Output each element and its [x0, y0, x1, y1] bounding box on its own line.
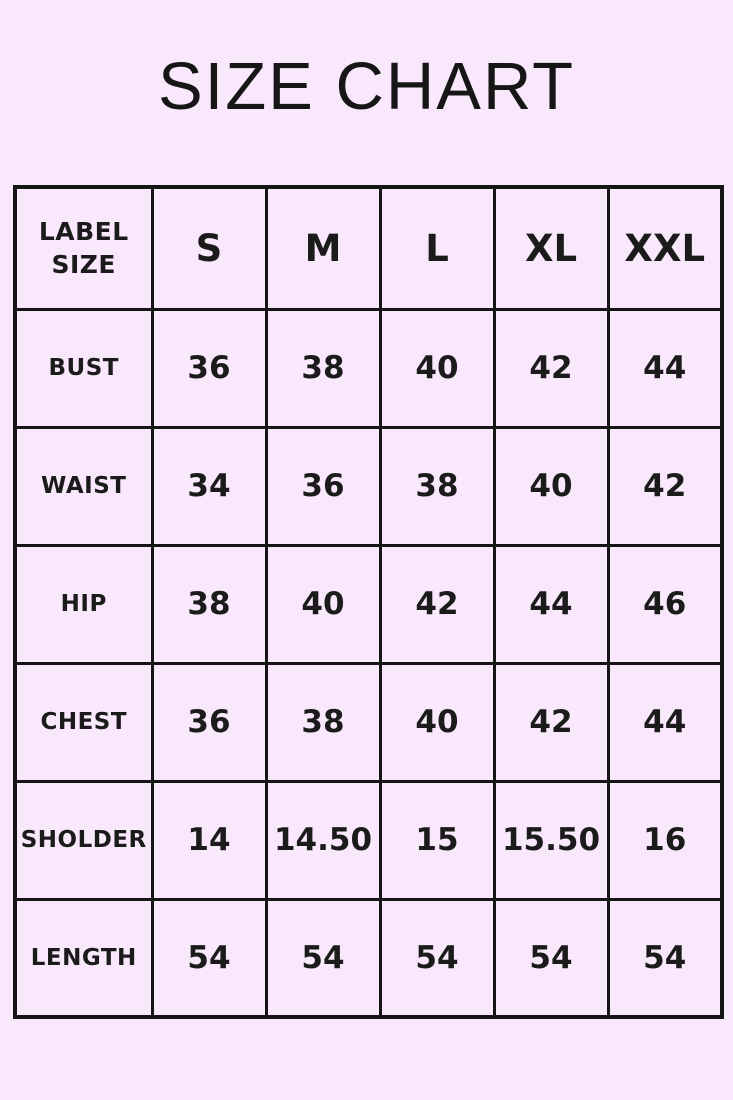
- cell-length-m: 54: [264, 897, 382, 1019]
- table-row-chest: CHEST 36 38 40 42 44: [13, 661, 724, 783]
- cell-chest-m: 38: [264, 661, 382, 783]
- cell-chest-l: 40: [378, 661, 496, 783]
- cell-sholder-m: 14.50: [264, 779, 382, 901]
- row-label-hip: HIP: [13, 543, 154, 665]
- cell-hip-m: 40: [264, 543, 382, 665]
- cell-waist-s: 34: [150, 425, 268, 547]
- size-chart-table: LABEL SIZE S M L XL XXL BUST 36 38 40 42…: [13, 185, 724, 1020]
- cell-bust-xl: 42: [492, 307, 610, 429]
- header-size-m: M: [264, 185, 382, 311]
- cell-hip-s: 38: [150, 543, 268, 665]
- cell-waist-l: 38: [378, 425, 496, 547]
- header-label-size: LABEL SIZE: [13, 185, 154, 311]
- cell-chest-xl: 42: [492, 661, 610, 783]
- cell-chest-xxl: 44: [606, 661, 724, 783]
- header-size-xl: XL: [492, 185, 610, 311]
- cell-bust-l: 40: [378, 307, 496, 429]
- cell-bust-xxl: 44: [606, 307, 724, 429]
- table-row-waist: WAIST 34 36 38 40 42: [13, 425, 724, 547]
- row-label-length: LENGTH: [13, 897, 154, 1019]
- header-size-xxl: XXL: [606, 185, 724, 311]
- cell-length-s: 54: [150, 897, 268, 1019]
- row-label-bust: BUST: [13, 307, 154, 429]
- table-row-hip: HIP 38 40 42 44 46: [13, 543, 724, 665]
- cell-length-xl: 54: [492, 897, 610, 1019]
- cell-length-l: 54: [378, 897, 496, 1019]
- header-size-l: L: [378, 185, 496, 311]
- row-label-sholder: SHOLDER: [13, 779, 154, 901]
- cell-sholder-xl: 15.50: [492, 779, 610, 901]
- cell-chest-s: 36: [150, 661, 268, 783]
- row-label-chest: CHEST: [13, 661, 154, 783]
- cell-length-xxl: 54: [606, 897, 724, 1019]
- cell-sholder-s: 14: [150, 779, 268, 901]
- cell-hip-xxl: 46: [606, 543, 724, 665]
- row-label-waist: WAIST: [13, 425, 154, 547]
- cell-waist-m: 36: [264, 425, 382, 547]
- header-size-s: S: [150, 185, 268, 311]
- cell-waist-xxl: 42: [606, 425, 724, 547]
- cell-bust-m: 38: [264, 307, 382, 429]
- cell-sholder-l: 15: [378, 779, 496, 901]
- table-row-bust: BUST 36 38 40 42 44: [13, 307, 724, 429]
- cell-bust-s: 36: [150, 307, 268, 429]
- cell-hip-l: 42: [378, 543, 496, 665]
- cell-hip-xl: 44: [492, 543, 610, 665]
- table-row-sholder: SHOLDER 14 14.50 15 15.50 16: [13, 779, 724, 901]
- page-title: SIZE CHART: [157, 49, 576, 124]
- cell-waist-xl: 40: [492, 425, 610, 547]
- cell-sholder-xxl: 16: [606, 779, 724, 901]
- table-row-length: LENGTH 54 54 54 54 54: [13, 897, 724, 1019]
- header-row: LABEL SIZE S M L XL XXL: [13, 185, 724, 311]
